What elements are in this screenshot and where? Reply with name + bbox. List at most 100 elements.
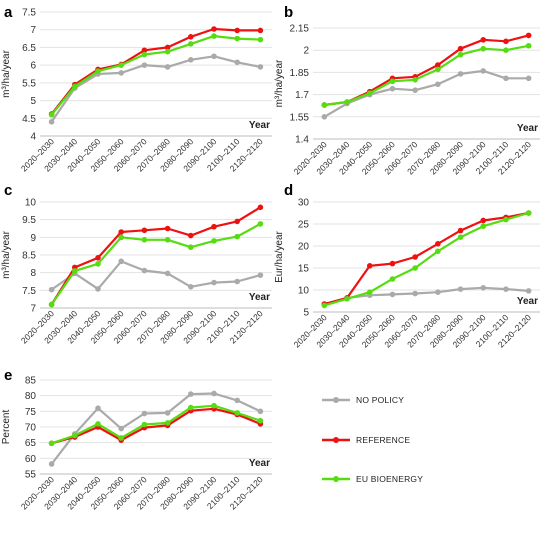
data-point	[95, 286, 101, 292]
y-tick-label: 6	[30, 61, 36, 72]
y-tick-label: 6.5	[22, 43, 36, 54]
data-point	[48, 440, 55, 447]
data-point	[389, 291, 396, 298]
data-point	[48, 461, 55, 467]
data-point	[412, 77, 418, 83]
legend-label: NO POLICY	[356, 395, 404, 405]
data-point	[95, 261, 101, 267]
data-point	[435, 81, 441, 88]
y-tick-label: 1.55	[290, 112, 310, 123]
data-point	[211, 26, 217, 32]
data-point	[321, 114, 328, 120]
data-point	[525, 210, 532, 216]
data-point	[95, 421, 101, 427]
data-point	[118, 229, 124, 235]
series-line-no_policy	[323, 69, 529, 118]
data-point	[164, 48, 171, 55]
chart-panel-d: d510152025302020–20302030–20402040–20502…	[274, 182, 540, 349]
y-tick-label: 4	[30, 132, 36, 143]
data-point	[503, 216, 509, 223]
data-point	[188, 57, 194, 63]
y-tick-label: 85	[25, 376, 37, 387]
panel-letter-c: c	[4, 182, 12, 199]
data-point	[435, 62, 441, 68]
panel-letter-a: a	[4, 4, 13, 21]
y-tick-label: 80	[25, 391, 37, 402]
data-point	[141, 421, 148, 428]
data-point	[188, 404, 194, 411]
data-point	[188, 244, 194, 251]
data-point	[525, 42, 532, 49]
data-point	[321, 102, 328, 108]
y-tick-label: 1.4	[295, 135, 309, 146]
y-tick-label: 15	[298, 264, 310, 275]
series-line-reference	[51, 407, 261, 445]
series-eu_bioenergy	[48, 33, 264, 118]
series-line-no_policy	[50, 55, 261, 123]
data-point	[344, 296, 350, 302]
x-axis-title: Year	[517, 296, 538, 307]
panel-letter-e: e	[4, 367, 12, 384]
data-point	[412, 87, 418, 93]
y-tick-label: 55	[25, 470, 37, 481]
legend-item-no_policy: NO POLICY	[322, 395, 404, 405]
data-point	[321, 302, 328, 309]
data-point	[412, 265, 418, 271]
data-point	[503, 75, 509, 82]
x-axis-title: Year	[517, 123, 538, 134]
y-tick-label: 1.85	[290, 68, 310, 79]
data-point	[95, 405, 101, 412]
data-point	[72, 83, 78, 90]
data-point	[257, 27, 264, 34]
data-point	[72, 268, 78, 274]
y-tick-label: 1.7	[295, 90, 309, 101]
data-point	[141, 62, 148, 68]
data-point	[234, 278, 240, 285]
data-point	[503, 286, 509, 292]
data-point	[234, 27, 240, 34]
y-tick-label: 7	[30, 25, 36, 36]
data-point	[480, 217, 487, 224]
data-point	[525, 288, 532, 294]
series-line-no_policy	[50, 392, 261, 465]
y-tick-label: 10	[25, 198, 37, 209]
y-axis-title: m³/ha/year	[274, 59, 285, 107]
series-line-eu_bioenergy	[50, 34, 261, 116]
data-point	[503, 38, 509, 45]
series-line-reference	[50, 27, 261, 115]
data-point	[164, 44, 171, 51]
series-eu_bioenergy	[321, 42, 532, 108]
legend-item-reference: REFERENCE	[322, 435, 410, 445]
data-point	[257, 272, 264, 278]
data-point	[141, 51, 148, 58]
legend: NO POLICY REFERENCE EU BIOENERGY	[322, 395, 423, 484]
data-point	[234, 410, 240, 416]
y-tick-label: 7.5	[22, 8, 36, 19]
data-point	[118, 70, 124, 76]
y-tick-label: 65	[25, 438, 37, 449]
data-point	[480, 68, 487, 74]
data-point	[211, 390, 217, 397]
y-tick-label: 20	[298, 242, 310, 253]
data-point	[389, 85, 396, 92]
data-point	[141, 227, 148, 234]
data-point	[234, 218, 240, 225]
legend-label: EU BIOENERGY	[356, 474, 423, 484]
data-point	[211, 238, 217, 244]
y-axis-title: Eur/ha/year	[274, 230, 285, 282]
data-point	[389, 276, 396, 282]
data-point	[48, 111, 55, 118]
data-point	[211, 402, 217, 409]
data-point	[48, 286, 55, 293]
data-point	[141, 267, 148, 274]
data-point	[234, 397, 240, 404]
y-tick-label: 8	[30, 268, 36, 279]
data-point	[457, 227, 464, 234]
legend-item-eu_bioenergy: EU BIOENERGY	[322, 474, 423, 484]
series-reference	[321, 32, 532, 108]
series-eu_bioenergy	[48, 221, 264, 308]
data-point	[164, 420, 171, 426]
data-point	[457, 51, 464, 58]
data-point	[457, 71, 464, 77]
data-point	[234, 35, 240, 42]
